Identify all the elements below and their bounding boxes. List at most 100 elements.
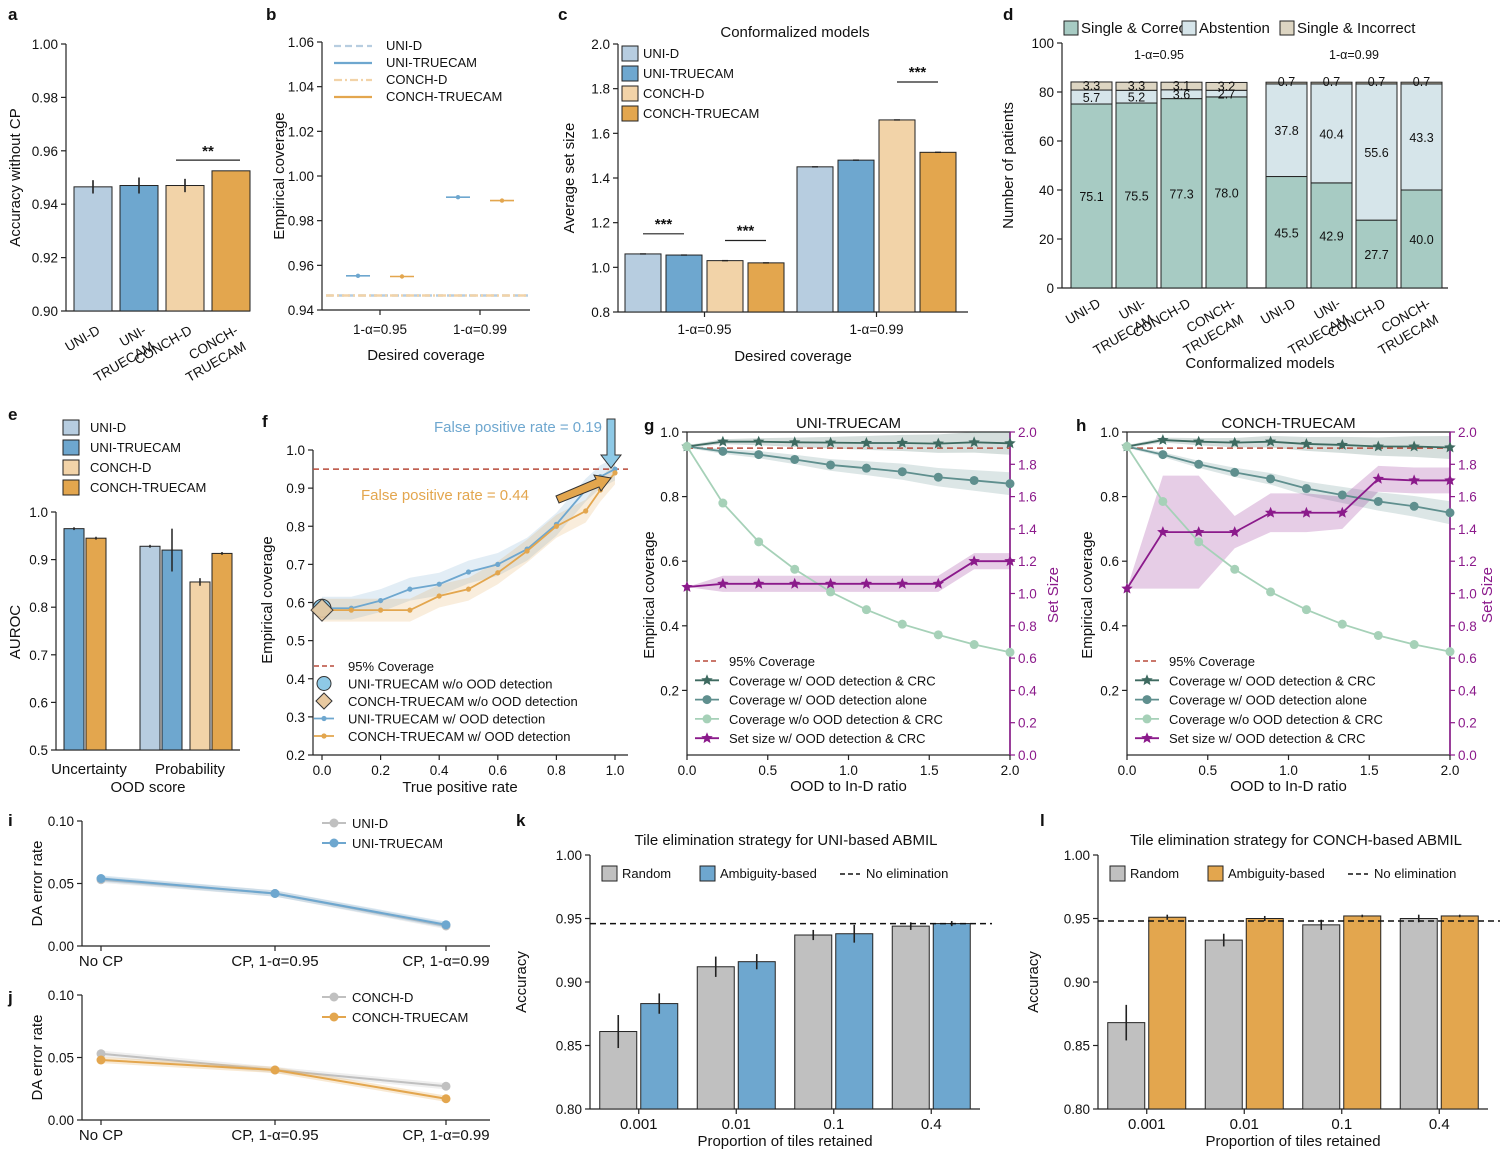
legend-label: Coverage w/ OOD detection & CRC [729,673,936,688]
y-tick-label: 0.4 [286,672,305,687]
y-tick-label: 0.8 [591,305,610,320]
legend-label: Set size w/ OOD detection & CRC [729,731,926,746]
series-line [1126,477,1450,590]
y-tick-label: 0.00 [48,939,74,954]
y2-tick-label: 0.6 [1018,651,1037,666]
y-tick-label: 0.85 [556,1039,582,1054]
group-label: 1-α=0.95 [1134,48,1184,62]
x-tick-label: 0.5 [1198,763,1217,778]
bar [837,159,875,313]
y-tick-label: 1.0 [1100,425,1119,440]
series-point [455,195,461,200]
chart-e: e 0.5 0.6 0.7 0.8 0.9 1.0 AUROC OOD scoreUncerta… [7,405,240,796]
series-point [407,586,413,592]
stack-segment [1160,81,1203,91]
annotation: False positive rate = 0.44 [361,487,529,504]
stack-segment [1205,96,1248,289]
series-point [399,274,405,279]
series-point [754,450,764,460]
y-axis-label: Accuracy without CP [7,108,24,246]
stack-segment [1400,81,1443,85]
x-tick-label: 0.0 [1118,763,1137,778]
series-point [1301,605,1311,615]
series-point [495,561,501,567]
legend-label: UNI-TRUECAM [386,55,477,70]
chart-title: Tile elimination strategy for CONCH-base… [1130,832,1462,849]
chart-title: UNI-TRUECAM [796,415,901,432]
series-point [897,467,907,477]
bar [1204,939,1243,1110]
legend-label: 95% Coverage [729,654,815,669]
y2-tick-label: 0.0 [1018,748,1037,763]
significance-label: *** [655,216,673,233]
legend-swatch-marker [701,674,713,686]
series-point [441,1094,451,1104]
series-line [1126,446,1451,653]
series-point [1300,506,1313,518]
series-point [824,436,837,448]
x-tick-label: 2.0 [1001,763,1020,778]
value-label: 78.0 [1214,186,1238,200]
legend-label: CONCH-D [90,460,151,475]
x-tick-label: No CP [79,1127,123,1144]
series-point [754,537,764,547]
x-tick-label: 0.5 [758,763,777,778]
y-tick-label: 0.80 [556,1102,582,1117]
chart-g: g UNI-TRUECAM 0.2 0.4 0.6 0.8 1.0 0.0 0.2 0.4 0.6 0… [641,415,1062,795]
x-axis-label: Desired coverage [367,347,485,364]
x-tick-label: 0.01 [722,1116,751,1133]
y-tick-label: 0.96 [32,144,58,159]
series-point [553,523,560,529]
y-tick-label: 1.8 [591,82,610,97]
legend-swatch [1063,20,1079,36]
value-label: 42.9 [1319,229,1343,243]
y-tick-label: 2.0 [591,37,610,52]
series-point [1264,506,1277,518]
series-point [436,581,442,587]
series-point [1264,435,1277,447]
y-tick-label: 1.4 [591,171,610,186]
x-tick-label: 0.1 [823,1116,844,1133]
series-point [441,1081,451,1091]
stack-segment [1160,98,1203,289]
chart-l: l Tile elimination strategy for CONCH-bas… [1025,811,1500,1150]
value-label: 0.7 [1368,75,1385,89]
series-point [933,630,943,640]
y2-tick-label: 1.0 [1018,587,1037,602]
y-tick-label: 0.6 [1100,554,1119,569]
panel-label: i [8,811,13,830]
significance-label: *** [909,64,927,81]
legend-label: CONCH-D [352,990,413,1005]
y-tick-label: 1.6 [591,126,610,141]
legend-swatch [621,45,639,62]
y-tick-label: 0.96 [288,258,314,273]
y2-tick-label: 2.0 [1018,425,1037,440]
arrow-conch [555,474,612,504]
series-point [1408,474,1420,486]
series-point [1445,508,1455,518]
legend-label: Coverage w/ OOD detection alone [729,693,927,708]
chart-b: b 0.94 0.96 0.98 1.00 1.02 1.04 1.06 1-α=0.95 1-α… [266,5,530,364]
series-line [686,445,1011,485]
series-line [1126,445,1451,514]
series-point [270,1065,280,1075]
y-tick-label: 60 [1039,134,1054,149]
series-point [1193,435,1205,447]
y-tick-label: 0.05 [48,877,74,892]
legend-swatch-marker [329,1012,339,1022]
legend-swatch-point [321,715,327,722]
y-axis-label: Number of patients [1000,102,1017,229]
legend-swatch-marker [329,992,339,1002]
stack-segment [1400,83,1443,191]
series-point [860,437,873,448]
value-label: 0.7 [1413,75,1430,89]
series-point [968,555,980,567]
y-axis-label: DA error rate [29,1015,46,1101]
legend-swatch [621,65,639,82]
y-tick-label: 0.6 [660,554,679,569]
series-point [355,273,361,279]
y2-tick-label: 0.8 [1018,619,1037,634]
value-label: 40.0 [1409,233,1433,247]
y-tick-label: 0.80 [1064,1102,1090,1117]
series-point [1337,619,1347,629]
